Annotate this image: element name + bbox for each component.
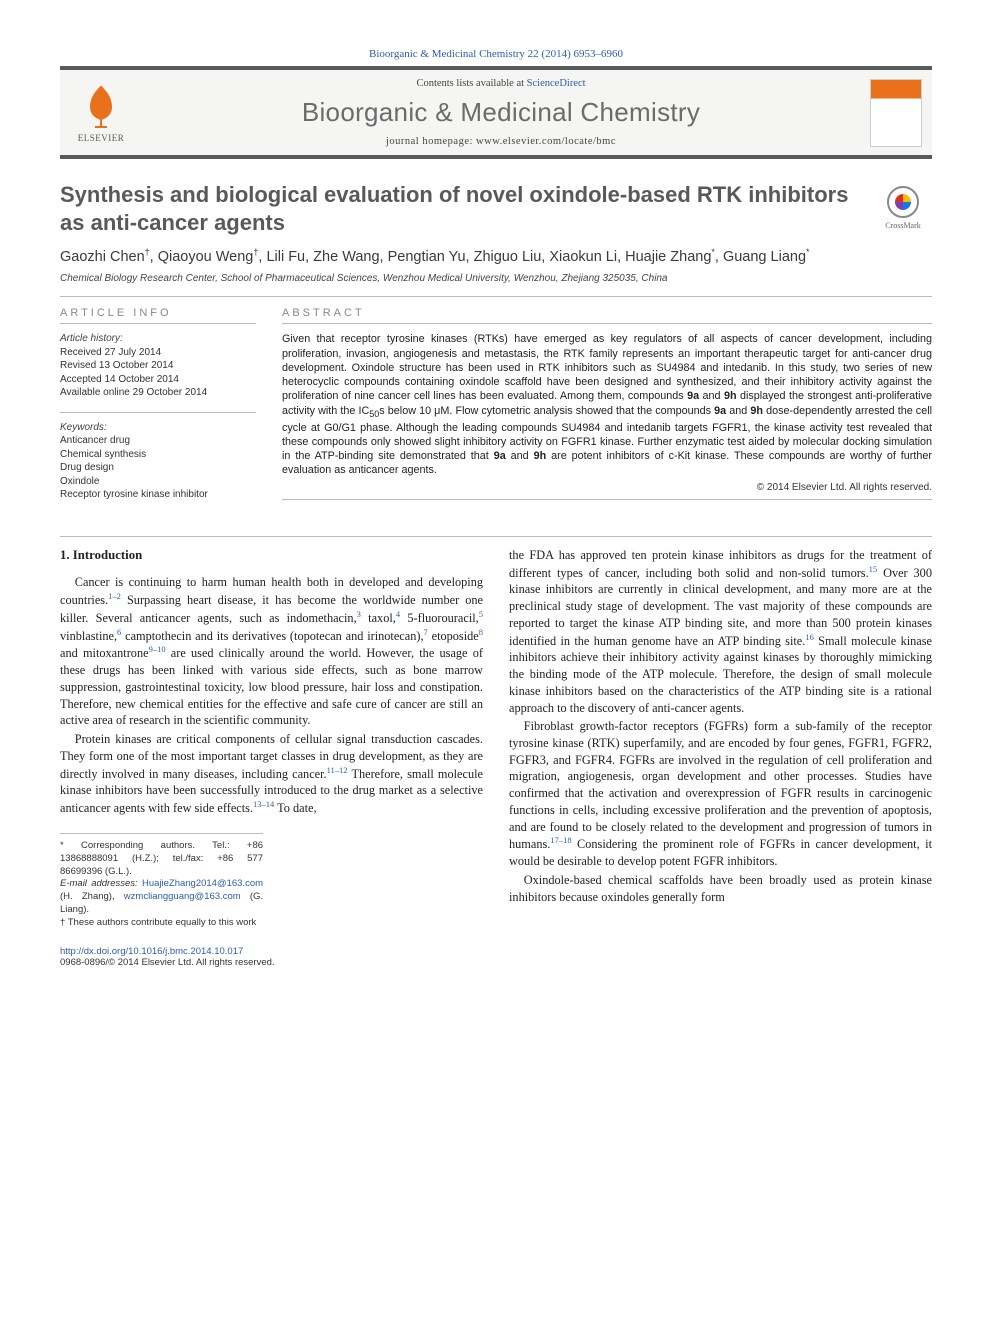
issn-copyright: 0968-0896/© 2014 Elsevier Ltd. All right… — [60, 957, 275, 968]
citation-ref[interactable]: 17–18 — [550, 835, 571, 845]
citation-line: Bioorganic & Medicinal Chemistry 22 (201… — [60, 48, 932, 60]
body-paragraph: Oxindole-based chemical scaffolds have b… — [509, 872, 932, 905]
email-line: E-mail addresses: HuajieZhang2014@163.co… — [60, 878, 263, 916]
abstract-column: ABSTRACT Given that receptor tyrosine ki… — [282, 307, 932, 514]
page-footer: http://dx.doi.org/10.1016/j.bmc.2014.10.… — [60, 946, 932, 968]
sciencedirect-link[interactable]: ScienceDirect — [527, 78, 586, 89]
body-paragraph: Cancer is continuing to harm human healt… — [60, 574, 483, 729]
citation-ref[interactable]: 16 — [805, 632, 814, 642]
doi-link[interactable]: http://dx.doi.org/10.1016/j.bmc.2014.10.… — [60, 946, 243, 957]
section-heading: 1. Introduction — [60, 547, 483, 564]
crossmark-icon — [886, 185, 920, 219]
citation-ref[interactable]: 15 — [869, 564, 878, 574]
citation-ref[interactable]: 1–2 — [108, 591, 121, 601]
keyword: Oxindole — [60, 476, 99, 487]
article-title: Synthesis and biological evaluation of n… — [60, 181, 854, 236]
keyword: Receptor tyrosine kinase inhibitor — [60, 489, 208, 500]
keyword: Chemical synthesis — [60, 449, 146, 460]
divider — [282, 499, 932, 500]
body-paragraph: the FDA has approved ten protein kinase … — [509, 547, 932, 716]
journal-header: ELSEVIER Contents lists available at Sci… — [60, 66, 932, 159]
keywords-block: Keywords: Anticancer drug Chemical synth… — [60, 421, 256, 502]
article-info-column: ARTICLE INFO Article history: Received 2… — [60, 307, 256, 514]
citation-ref[interactable]: 13–14 — [253, 799, 274, 809]
equal-contribution-note: † These authors contribute equally to th… — [60, 917, 263, 930]
keyword: Anticancer drug — [60, 435, 130, 446]
author-list: Gaozhi Chen†, Qiaoyou Weng†, Lili Fu, Zh… — [60, 246, 932, 267]
journal-homepage: journal homepage: www.elsevier.com/locat… — [146, 136, 856, 147]
crossmark-badge[interactable]: CrossMark — [874, 185, 932, 230]
crossmark-label: CrossMark — [885, 221, 921, 230]
citation-ref[interactable]: 8 — [479, 627, 483, 637]
affiliation: Chemical Biology Research Center, School… — [60, 273, 932, 284]
email-link[interactable]: HuajieZhang2014@163.com — [142, 878, 263, 889]
journal-cover-thumbnail — [870, 79, 922, 147]
contents-link-line: Contents lists available at ScienceDirec… — [146, 78, 856, 89]
citation-ref[interactable]: 11–12 — [327, 765, 348, 775]
divider — [60, 412, 256, 413]
footnotes: * Corresponding authors. Tel.: +86 13868… — [60, 833, 263, 930]
divider — [60, 323, 256, 324]
article-body: 1. Introduction Cancer is continuing to … — [60, 547, 932, 930]
elsevier-logo: ELSEVIER — [70, 79, 132, 147]
elsevier-label: ELSEVIER — [78, 133, 125, 143]
article-info-heading: ARTICLE INFO — [60, 307, 256, 319]
abstract-heading: ABSTRACT — [282, 307, 932, 319]
email-link[interactable]: wzmcliangguang@163.com — [124, 891, 241, 902]
corresponding-author-note: * Corresponding authors. Tel.: +86 13868… — [60, 840, 263, 878]
citation-ref[interactable]: 9–10 — [149, 644, 166, 654]
journal-name: Bioorganic & Medicinal Chemistry — [146, 97, 856, 128]
article-history: Article history: Received 27 July 2014 R… — [60, 332, 256, 400]
divider — [60, 536, 932, 537]
body-paragraph: Fibroblast growth-factor receptors (FGFR… — [509, 718, 932, 870]
citation-ref[interactable]: 5 — [479, 609, 483, 619]
divider — [282, 323, 932, 324]
elsevier-tree-icon — [77, 83, 125, 131]
divider — [60, 296, 932, 297]
abstract-copyright: © 2014 Elsevier Ltd. All rights reserved… — [282, 482, 932, 493]
body-paragraph: Protein kinases are critical components … — [60, 731, 483, 817]
abstract-text: Given that receptor tyrosine kinases (RT… — [282, 332, 932, 477]
keyword: Drug design — [60, 462, 114, 473]
